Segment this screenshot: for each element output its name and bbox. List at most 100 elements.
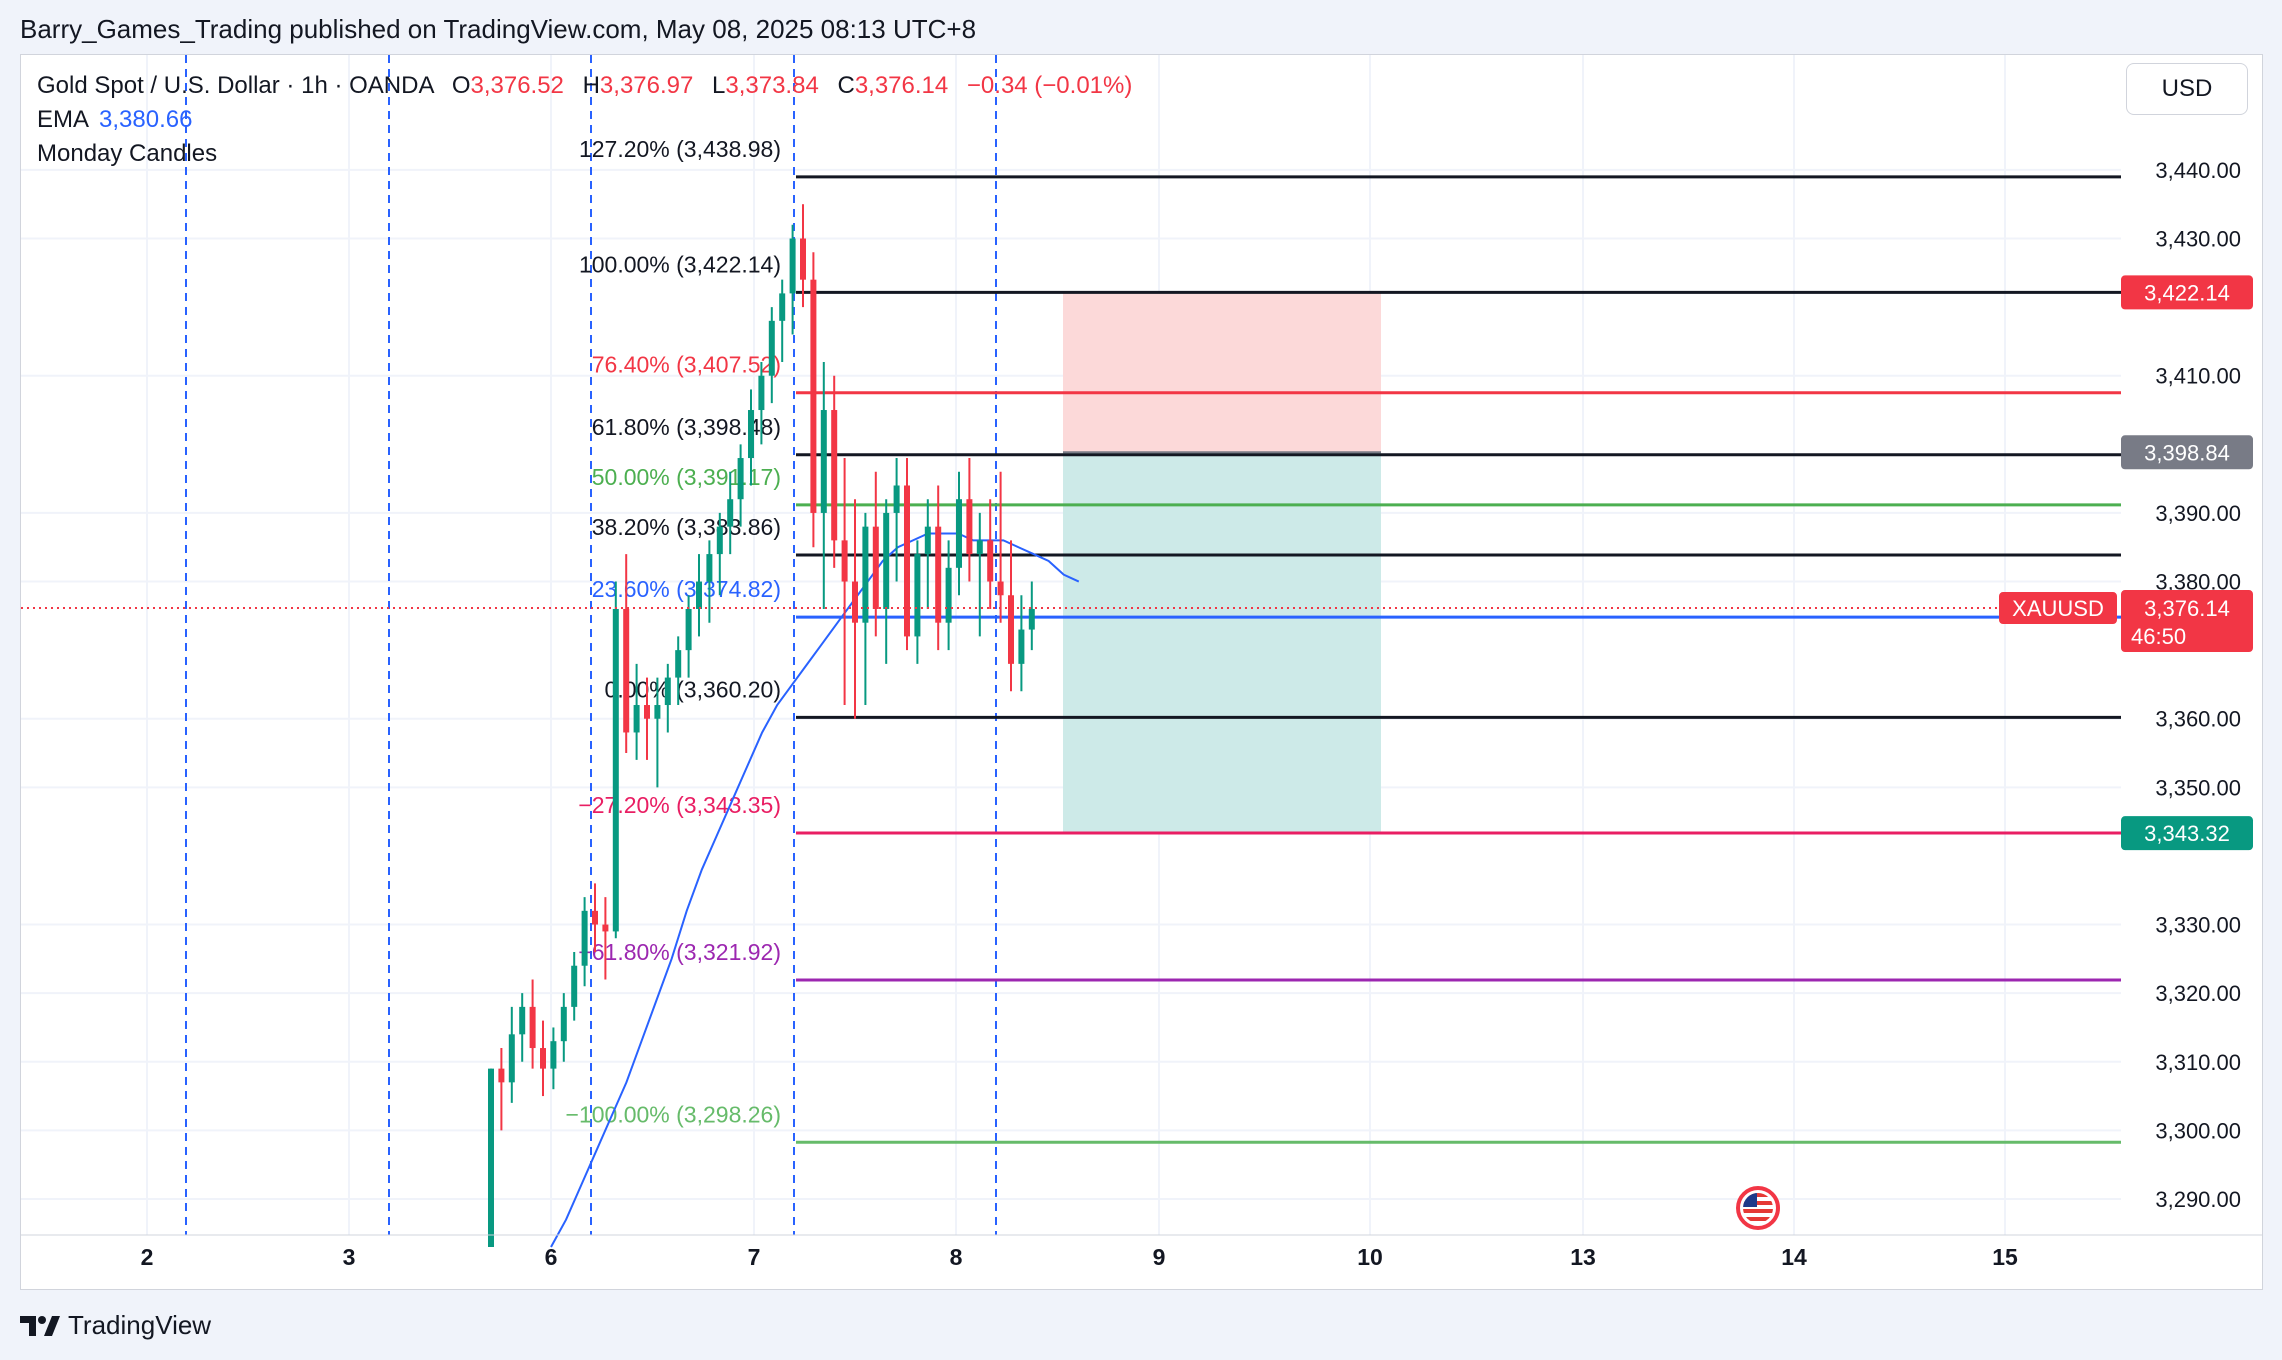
candle-body [602, 924, 609, 932]
candle-body [560, 1006, 567, 1042]
time-axis-tick: 13 [1570, 1244, 1596, 1270]
candle-body [696, 581, 702, 609]
candle-body [1018, 629, 1025, 664]
candle-body [488, 1068, 494, 1247]
symbol-tag-text: XAUUSD [2012, 596, 2104, 621]
session-markers [185, 55, 997, 1235]
symbol-tag-bg [1999, 592, 2117, 625]
price-axis[interactable]: 3,440.003,430.003,410.003,390.003,380.00… [2155, 158, 2241, 1212]
price-axis-tick: 3,350.00 [2155, 775, 2241, 800]
price-chart[interactable]: 127.20% (3,438.98) 100.00% (3,422.14) 76.4… [21, 55, 2262, 1289]
price-axis-tick: 3,330.00 [2155, 913, 2241, 938]
open-label: O [451, 72, 471, 99]
candle-body [612, 608, 619, 932]
price-tag-bg [2121, 275, 2253, 310]
change-value: −0.34 (−0.01%) [966, 72, 1133, 99]
indicator-name: Monday Candles [37, 140, 218, 167]
candle-body [498, 1068, 505, 1083]
time-axis-tick: 7 [748, 1244, 761, 1270]
time-axis-tick: 14 [1781, 1244, 1807, 1270]
candle-body [935, 526, 942, 623]
brand-name: TradingView [68, 1310, 212, 1340]
price-tags: 3,422.14 3,398.84 3,343.32 3,376.14 46:50 [2121, 275, 2253, 851]
candle-body [810, 279, 817, 513]
price-tag: 3,422.14 [2121, 275, 2253, 310]
fib-level-label: 127.20% (3,438.98) [579, 136, 781, 162]
time-axis-tick: 3 [343, 1244, 356, 1270]
candle-body [737, 458, 744, 500]
candle-body [893, 485, 900, 513]
time-axis[interactable]: 2 3 6 7 8 9 10 13 14 15 [21, 1234, 2262, 1270]
candle-body [800, 238, 806, 280]
time-axis-tick: 8 [950, 1244, 963, 1270]
low-value: 3,373.84 [725, 72, 819, 99]
us-flag-event-icon[interactable] [1736, 1186, 1780, 1230]
chart-frame[interactable]: 127.20% (3,438.98) 100.00% (3,422.14) 76.4… [20, 54, 2263, 1290]
fibonacci-retracement[interactable]: 127.20% (3,438.98) 100.00% (3,422.14) 76.4… [566, 136, 2121, 1144]
symbol-tag: XAUUSD [1999, 592, 2117, 625]
footer-brand: TradingView [20, 1310, 211, 1341]
candle-body [633, 705, 640, 733]
fib-level-label: 38.20% (3,383.86) [592, 514, 781, 540]
candle-body [924, 526, 931, 555]
candle-body [779, 293, 786, 321]
price-axis-tick: 3,440.00 [2155, 158, 2241, 183]
candle-body [519, 1006, 526, 1035]
open-value: 3,376.52 [470, 72, 564, 99]
price-tag-text: 3,422.14 [2144, 280, 2230, 305]
candle-body [862, 526, 869, 623]
candle-body [956, 499, 962, 568]
last-price-tag: 3,376.14 46:50 [2121, 590, 2253, 653]
price-axis-tick: 3,390.00 [2155, 501, 2241, 526]
price-axis-tick: 3,410.00 [2155, 364, 2241, 389]
last-price-value: 3,376.14 [2144, 596, 2230, 621]
candle-body [540, 1048, 546, 1069]
take-profit-zone [1063, 452, 1381, 834]
candle-body [768, 320, 775, 376]
candle-body [872, 526, 879, 609]
candle-body [529, 1006, 536, 1049]
candle-body [1008, 595, 1014, 664]
price-tag-bg [2121, 435, 2253, 470]
candle-body [758, 375, 765, 411]
ema-line [550, 532, 1080, 1248]
candle-body [945, 567, 952, 623]
tradingview-logo-icon [20, 1315, 60, 1336]
candle-body [789, 238, 796, 294]
last-price-tag-bg [2121, 590, 2253, 653]
close-value: 3,376.14 [854, 72, 949, 99]
price-tag-bg [2121, 816, 2253, 851]
time-axis-tick: 15 [1992, 1244, 2018, 1270]
close-label: C [837, 72, 855, 99]
candle-body [716, 526, 723, 555]
ema-legend-row[interactable]: EMA 3,380.66 [37, 103, 1132, 137]
symbol-description[interactable]: Gold Spot / U.S. Dollar · 1h · OANDA [37, 72, 434, 99]
price-tag: 3,343.32 [2121, 816, 2253, 851]
candle-body [571, 965, 578, 1007]
price-axis-tick: 3,430.00 [2155, 227, 2241, 252]
high-label: H [582, 72, 600, 99]
price-axis-tick: 3,300.00 [2155, 1118, 2241, 1143]
candle-body [581, 910, 588, 966]
candle-body [644, 705, 650, 719]
ema-polyline [550, 532, 1080, 1248]
fib-level-label: 0.00% (3,360.20) [605, 676, 781, 702]
candle-body [852, 581, 858, 623]
candle-body [654, 705, 661, 719]
monday-candles-legend-row[interactable]: Monday Candles [37, 137, 1132, 171]
time-axis-tick: 10 [1357, 1244, 1383, 1270]
fib-level-label: 100.00% (3,422.14) [579, 251, 781, 277]
price-axis-tick: 3,290.00 [2155, 1187, 2241, 1212]
candle-body [623, 608, 630, 733]
currency-button[interactable]: USD [2126, 63, 2248, 115]
stop-loss-zone [1063, 292, 1381, 453]
symbol-legend-row: Gold Spot / U.S. Dollar · 1h · OANDA O3,… [37, 69, 1132, 103]
price-axis-tick: 3,360.00 [2155, 707, 2241, 732]
fib-level-label: −61.80% (3,321.92) [578, 939, 781, 965]
price-tag-text: 3,343.32 [2144, 821, 2230, 846]
time-axis-tick: 2 [141, 1244, 154, 1270]
high-value: 3,376.97 [599, 72, 694, 99]
candle-body [706, 554, 713, 582]
candle-body [550, 1041, 557, 1069]
candle-body [727, 499, 734, 527]
